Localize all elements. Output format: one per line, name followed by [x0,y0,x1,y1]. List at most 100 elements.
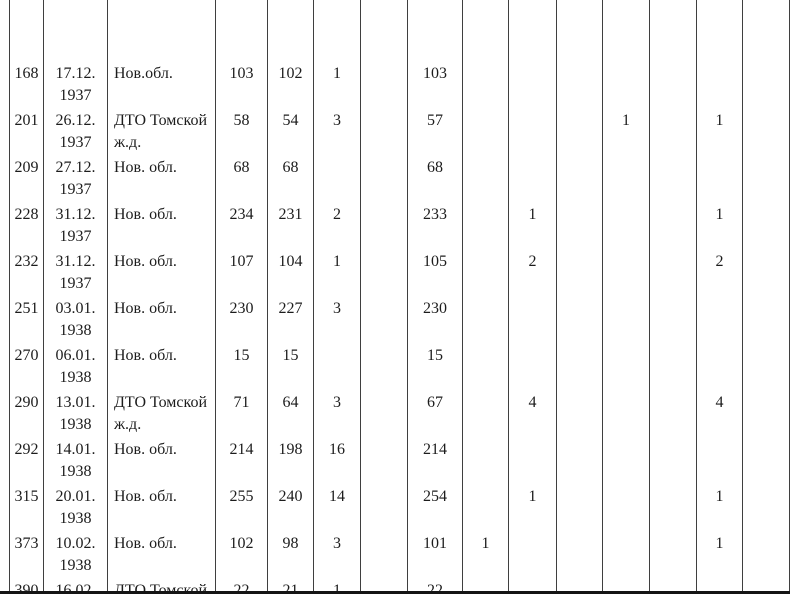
value-cell [696,154,743,201]
value-cell [649,248,697,295]
value-cell: 54 [267,107,314,154]
protocol-number-cell: 201 [9,107,44,154]
protocol-number-cell: 228 [9,201,44,248]
value-cell: 1 [602,107,650,154]
value-cell [649,295,697,342]
value-cell [602,342,650,389]
value-cell [462,483,509,530]
value-cell [215,0,268,60]
date-cell: 31.12. 1937 [43,248,108,295]
protocol-number-cell: 270 [9,342,44,389]
value-cell [556,483,603,530]
table-body: 168 17.12. 1937 Нов.обл. 103 102 1 103 201 26.12… [9,0,790,594]
value-cell: 4 [696,389,743,436]
table-row: 168 17.12. 1937 Нов.обл. 103 102 1 103 [9,60,790,107]
value-cell: 234 [215,201,268,248]
value-cell [462,201,509,248]
value-cell: 1 [462,530,509,577]
value-cell [649,436,697,483]
date-cell: 10.02. 1938 [43,530,108,577]
org-cell: Нов. обл. [107,295,216,342]
value-cell: 3 [313,107,361,154]
value-cell: 67 [407,389,463,436]
value-cell [508,0,557,60]
org-cell: Нов. обл. [107,530,216,577]
table-row: 373 10.02. 1938 Нов. обл. 102 98 3 101 1 1 [9,530,790,577]
protocol-number-cell: 251 [9,295,44,342]
value-cell [602,389,650,436]
protocol-number-cell: 209 [9,154,44,201]
value-cell [696,436,743,483]
value-cell [742,436,790,483]
value-cell [649,201,697,248]
protocol-number-cell: 232 [9,248,44,295]
org-cell: Нов.обл. [107,60,216,107]
value-cell: 107 [215,248,268,295]
value-cell [360,107,408,154]
value-cell [602,154,650,201]
protocol-number-cell: 315 [9,483,44,530]
protocol-number-cell: 373 [9,530,44,577]
value-cell [649,0,697,60]
value-cell [508,295,557,342]
table-row: 251 03.01. 1938 Нов. обл. 230 227 3 230 [9,295,790,342]
date-cell: 14.01. 1938 [43,436,108,483]
value-cell: 57 [407,107,463,154]
value-cell: 15 [267,342,314,389]
table-row: 232 31.12. 1937 Нов. обл. 107 104 1 105 2 2 [9,248,790,295]
value-cell [742,389,790,436]
value-cell [508,107,557,154]
value-cell: 254 [407,483,463,530]
value-cell [508,154,557,201]
value-cell: 230 [407,295,463,342]
protocol-number-cell: 292 [9,436,44,483]
value-cell: 68 [267,154,314,201]
value-cell: 1 [313,60,361,107]
value-cell [360,154,408,201]
value-cell [742,530,790,577]
value-cell [696,60,743,107]
value-cell [462,389,509,436]
value-cell: 98 [267,530,314,577]
value-cell [462,436,509,483]
value-cell: 214 [215,436,268,483]
value-cell [742,60,790,107]
value-cell: 255 [215,483,268,530]
value-cell [360,295,408,342]
value-cell [462,107,509,154]
value-cell [360,483,408,530]
table-row: 201 26.12. 1937 ДТО Томской ж.д. 58 54 3 57 1 1 [9,107,790,154]
value-cell: 3 [313,295,361,342]
org-cell: Нов. обл. [107,201,216,248]
value-cell [462,577,509,594]
value-cell: 2 [313,201,361,248]
date-cell: 27.12. 1937 [43,154,108,201]
value-cell [556,201,603,248]
date-cell: 20.01. 1938 [43,483,108,530]
value-cell [360,389,408,436]
value-cell [462,342,509,389]
value-cell [602,483,650,530]
value-cell [313,154,361,201]
date-cell: 26.12. 1937 [43,107,108,154]
protocol-number-cell: 168 [9,60,44,107]
value-cell: 68 [215,154,268,201]
value-cell: 240 [267,483,314,530]
table-row: 228 31.12. 1937 Нов. обл. 234 231 2 233 1 1 [9,201,790,248]
value-cell [742,0,790,60]
value-cell [742,483,790,530]
value-cell [649,60,697,107]
value-cell [742,107,790,154]
value-cell [313,342,361,389]
value-cell [602,201,650,248]
value-cell [462,154,509,201]
value-cell: 4 [508,389,557,436]
value-cell: 104 [267,248,314,295]
value-cell: 102 [215,530,268,577]
value-cell [649,389,697,436]
value-cell [696,342,743,389]
value-cell [556,107,603,154]
value-cell [556,60,603,107]
org-cell: Нов. обл. [107,342,216,389]
date-cell: 03.01. 1938 [43,295,108,342]
